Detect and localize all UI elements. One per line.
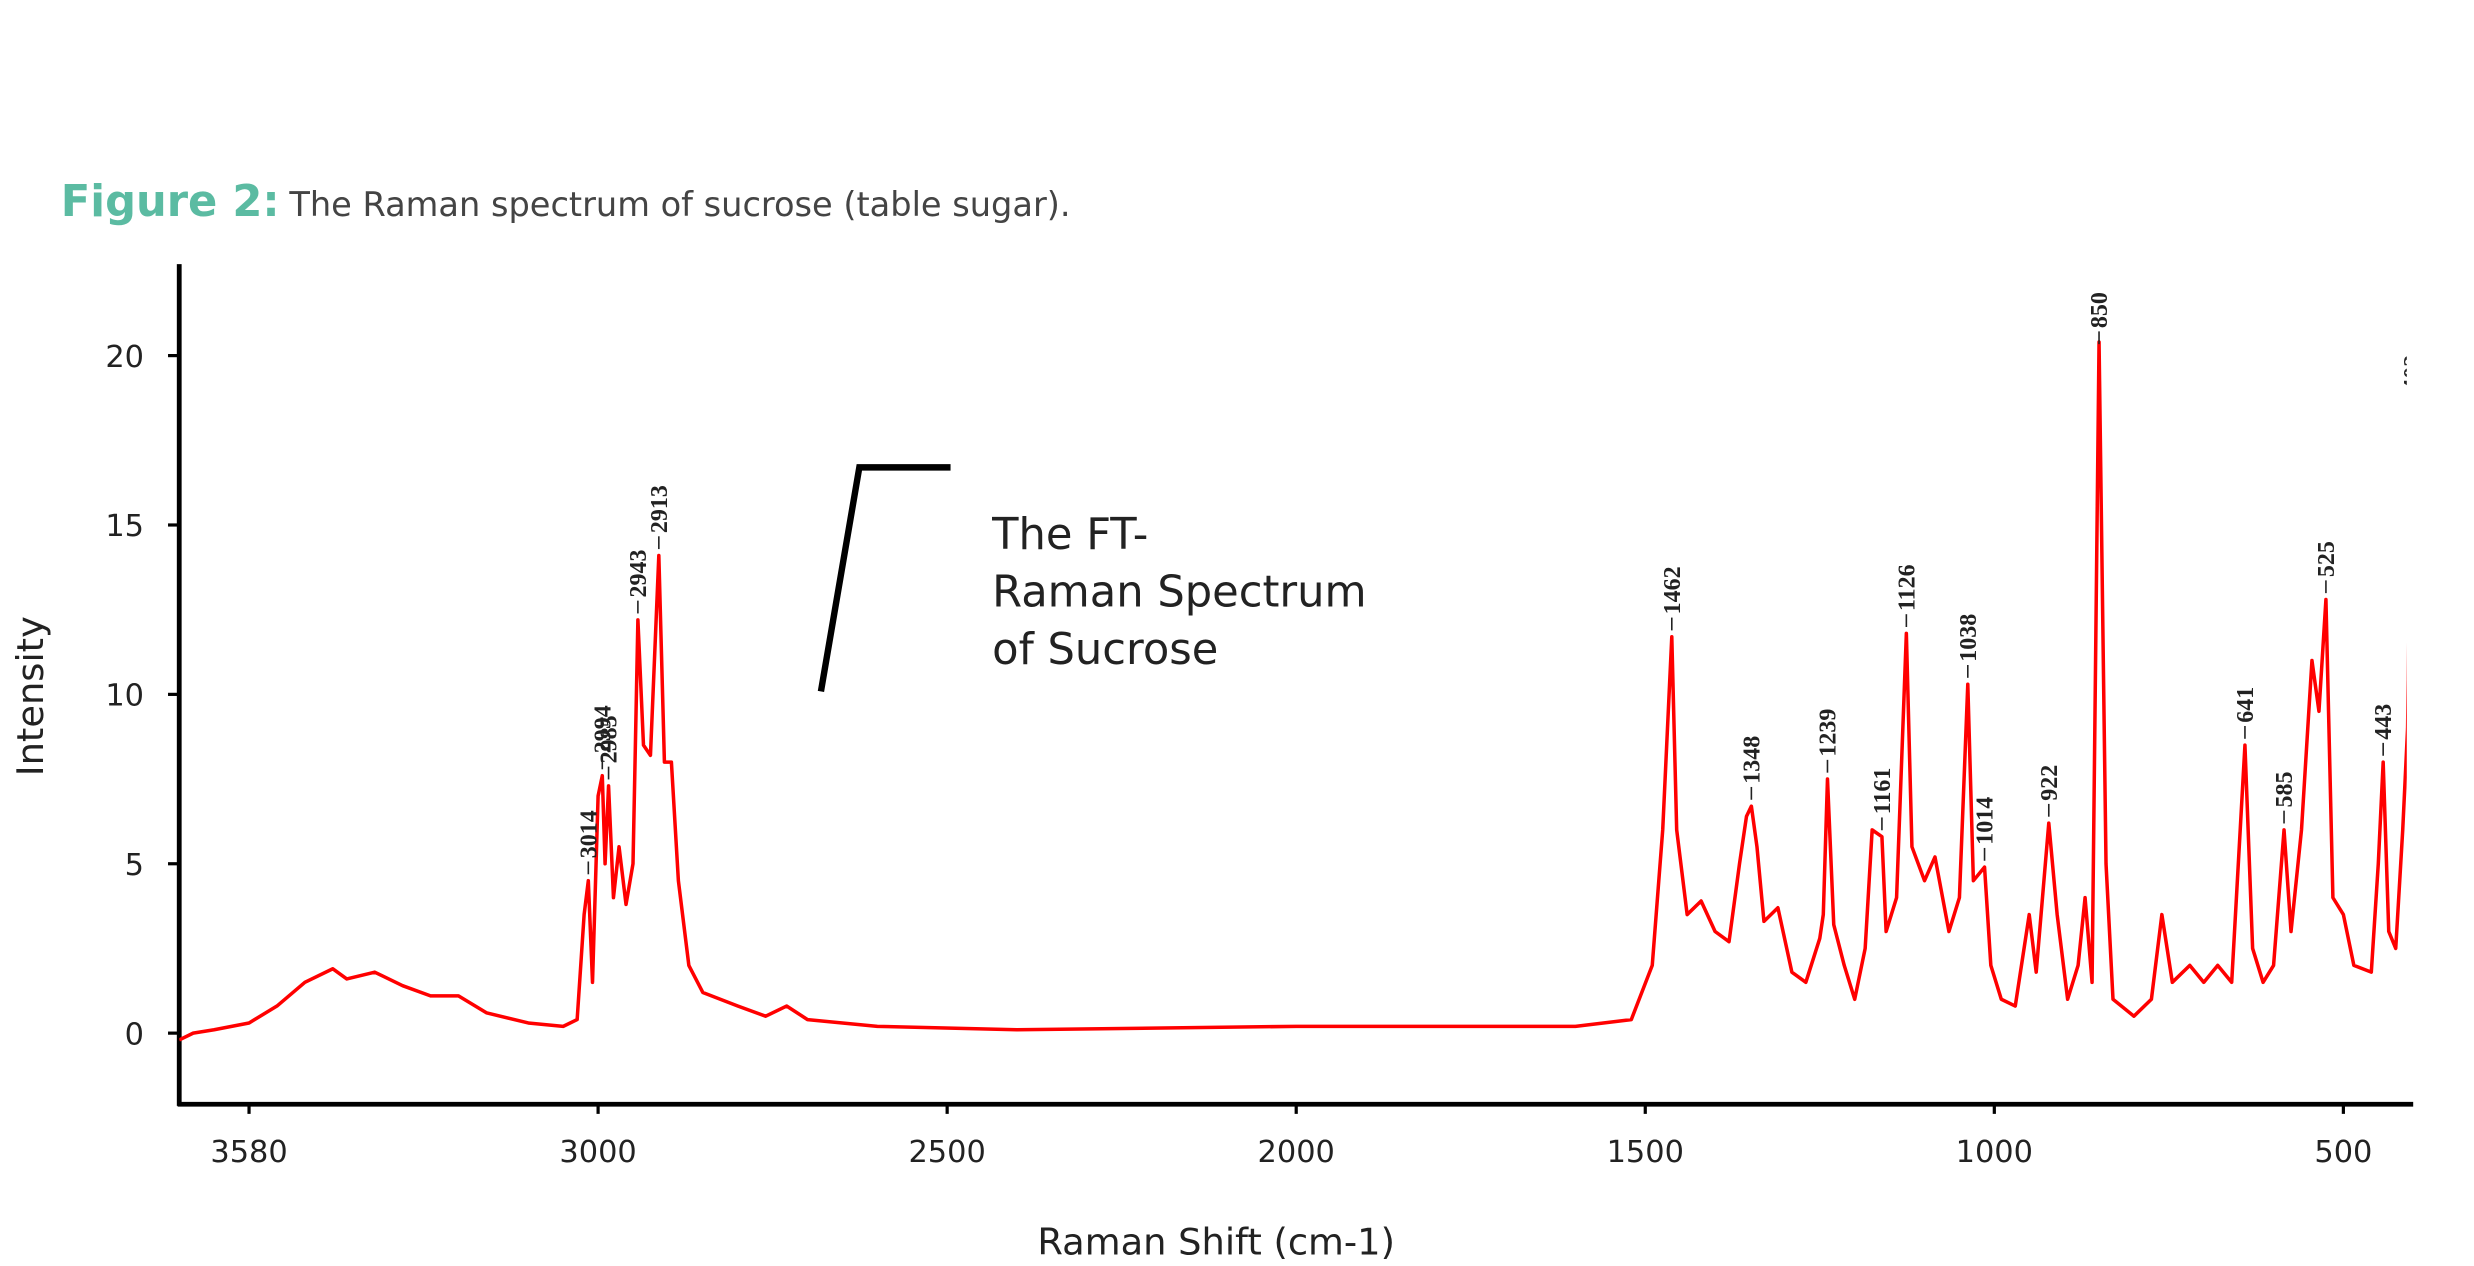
peak-label: 402 <box>2400 355 2426 391</box>
caption-text: The Raman spectrum of sucrose (table sug… <box>288 185 1070 224</box>
x-tick-label: 2000 <box>1258 1135 1335 1170</box>
annotation-line: of Sucrose <box>992 625 1218 675</box>
peak-label: 1462 <box>1660 566 1686 614</box>
x-tick-label: 1500 <box>1607 1135 1684 1170</box>
peak-label: 2985 <box>597 715 623 763</box>
peak-label: 443 <box>2371 704 2397 740</box>
x-tick-label: 1000 <box>1956 1135 2033 1170</box>
peak-label: 922 <box>2037 765 2063 801</box>
spectrum-line <box>179 340 2407 1042</box>
annotation-line: Raman Spectrum <box>992 568 1366 618</box>
peak-label: 2994 <box>590 705 616 753</box>
peak-label: 3014 <box>576 810 602 858</box>
x-tick-label: 3000 <box>559 1135 636 1170</box>
x-axis-label: Raman Shift (cm-1) <box>1037 1221 1395 1264</box>
y-tick-label: 10 <box>105 679 144 714</box>
peak-label: 1038 <box>1956 614 1982 662</box>
y-tick-label: 5 <box>125 848 144 883</box>
peak-label: 850 <box>2087 292 2113 328</box>
peak-label: 1239 <box>1815 709 1841 757</box>
y-tick-label: 15 <box>105 509 144 544</box>
peak-label: 1348 <box>1739 736 1765 784</box>
peak-label: 525 <box>2314 541 2340 577</box>
annotation-bracket <box>817 464 951 692</box>
peak-label: 1161 <box>1870 768 1896 815</box>
peak-label: 2913 <box>647 485 673 533</box>
peak-label: 641 <box>2233 687 2259 723</box>
y-tick-label: 0 <box>125 1017 144 1052</box>
peak-label: 1014 <box>1973 797 1999 845</box>
peak-label: 2943 <box>626 549 652 597</box>
x-tick-label: 3580 <box>210 1135 287 1170</box>
peak-label: 585 <box>2272 771 2298 807</box>
x-tick-label: 2500 <box>908 1135 985 1170</box>
x-tick-label: 500 <box>2314 1135 2372 1170</box>
y-tick-label: 20 <box>105 340 144 375</box>
caption: Figure 2: The Raman spectrum of sucrose (… <box>61 177 1071 227</box>
caption-label: Figure 2: <box>61 177 280 227</box>
y-axis-label: Intensity <box>9 616 52 776</box>
peak-label: 1126 <box>1894 564 1920 611</box>
annotation-line: The FT- <box>991 510 1148 560</box>
